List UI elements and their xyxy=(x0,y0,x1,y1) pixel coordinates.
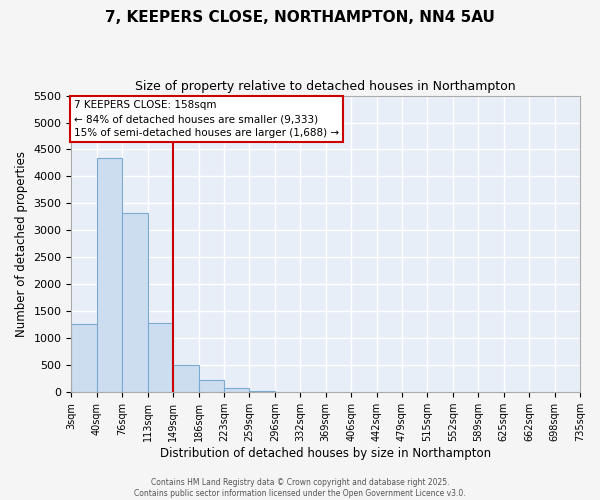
Bar xyxy=(71,324,97,392)
Y-axis label: Number of detached properties: Number of detached properties xyxy=(15,151,28,337)
Bar xyxy=(173,366,199,392)
Bar xyxy=(122,213,148,392)
Bar xyxy=(224,388,250,392)
X-axis label: Distribution of detached houses by size in Northampton: Distribution of detached houses by size … xyxy=(160,447,491,460)
Text: 7, KEEPERS CLOSE, NORTHAMPTON, NN4 5AU: 7, KEEPERS CLOSE, NORTHAMPTON, NN4 5AU xyxy=(105,10,495,25)
Bar xyxy=(97,158,122,392)
Bar xyxy=(148,322,173,392)
Bar xyxy=(250,390,275,392)
Text: 7 KEEPERS CLOSE: 158sqm
← 84% of detached houses are smaller (9,333)
15% of semi: 7 KEEPERS CLOSE: 158sqm ← 84% of detache… xyxy=(74,100,339,138)
Title: Size of property relative to detached houses in Northampton: Size of property relative to detached ho… xyxy=(136,80,516,93)
Bar xyxy=(199,380,224,392)
Text: Contains HM Land Registry data © Crown copyright and database right 2025.
Contai: Contains HM Land Registry data © Crown c… xyxy=(134,478,466,498)
